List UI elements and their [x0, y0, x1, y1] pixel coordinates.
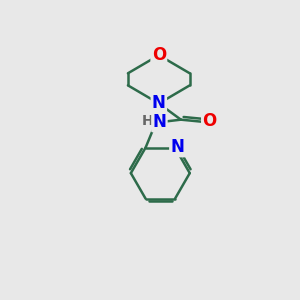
Text: N: N — [152, 94, 166, 112]
Text: H: H — [142, 114, 154, 128]
Text: O: O — [202, 112, 217, 130]
Text: N: N — [152, 113, 167, 131]
Text: O: O — [152, 46, 166, 64]
Text: N: N — [170, 138, 184, 156]
